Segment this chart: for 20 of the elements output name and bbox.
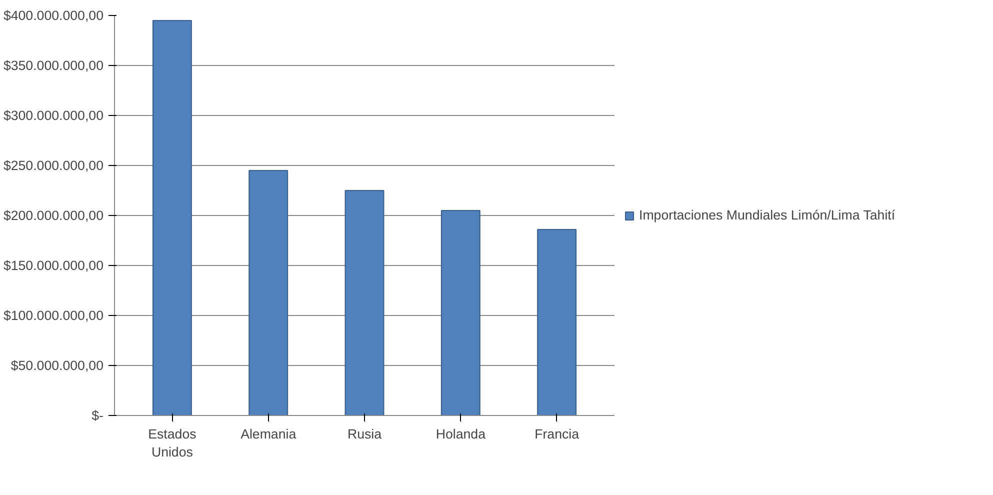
y-tick-label: $100.000.000,00 xyxy=(3,308,104,323)
y-tick-label: $400.000.000,00 xyxy=(3,8,104,23)
y-tick-label: $- xyxy=(92,408,104,423)
y-tick-label: $150.000.000,00 xyxy=(3,258,104,273)
x-tick-label: Alemania xyxy=(240,426,297,442)
x-tick-label: Estados Unidos xyxy=(148,426,197,460)
y-tick-label: $50.000.000,00 xyxy=(10,358,104,373)
x-tick-label: Rusia xyxy=(347,426,382,442)
y-tick-label: $200.000.000,00 xyxy=(3,208,104,223)
x-tick-label: Holanda xyxy=(436,426,486,442)
bar xyxy=(344,190,384,416)
legend-label: Importaciones Mundiales Limón/Lima Tahití xyxy=(639,208,896,222)
y-tick-label: $350.000.000,00 xyxy=(3,58,104,73)
bar xyxy=(248,170,288,416)
bar xyxy=(537,229,577,416)
x-tick-label: Francia xyxy=(534,426,580,442)
bar xyxy=(152,20,192,416)
y-tick-label: $250.000.000,00 xyxy=(3,158,104,173)
y-tick-label: $300.000.000,00 xyxy=(3,108,104,123)
bar xyxy=(440,210,480,416)
